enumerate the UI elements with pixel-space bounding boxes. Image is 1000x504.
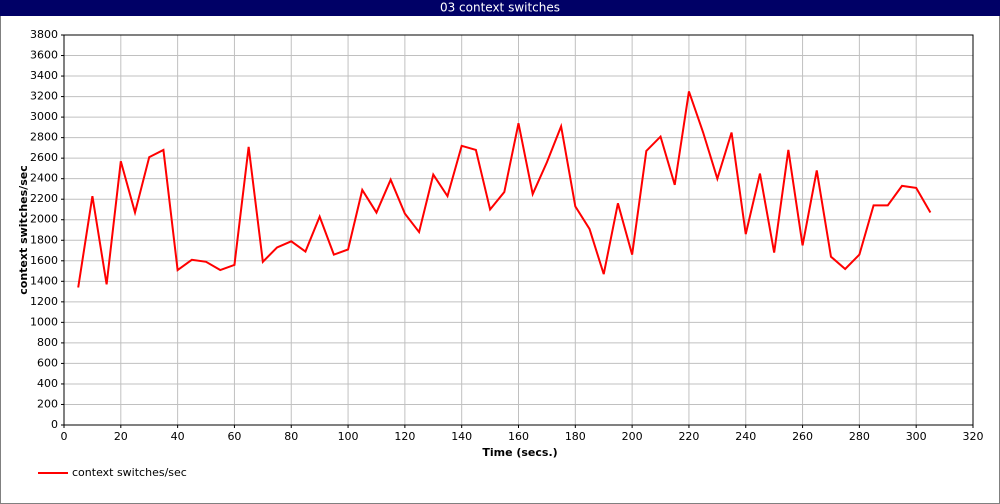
y-tick-label: 3800: [30, 28, 58, 41]
x-tick-label: 280: [849, 430, 870, 443]
x-tick-label: 100: [338, 430, 359, 443]
x-tick-label: 160: [508, 430, 529, 443]
x-tick-label: 0: [61, 430, 68, 443]
y-tick-label: 2600: [30, 151, 58, 164]
x-tick-label: 140: [451, 430, 472, 443]
y-tick-label: 400: [37, 377, 58, 390]
x-tick-label: 120: [394, 430, 415, 443]
legend-label: context switches/sec: [72, 466, 187, 479]
x-tick-label: 320: [963, 430, 984, 443]
x-tick-label: 60: [227, 430, 241, 443]
y-tick-label: 1600: [30, 254, 58, 267]
x-tick-label: 40: [171, 430, 185, 443]
x-tick-label: 20: [114, 430, 128, 443]
y-tick-label: 3000: [30, 110, 58, 123]
y-tick-label: 0: [51, 418, 58, 431]
y-tick-label: 600: [37, 356, 58, 369]
y-tick-label: 3400: [30, 69, 58, 82]
title-bar: [0, 0, 1000, 16]
plot-border: [63, 34, 974, 426]
x-tick-label: 80: [284, 430, 298, 443]
x-tick-label: 220: [678, 430, 699, 443]
y-axis-label: context switches/sec: [17, 165, 30, 294]
x-axis-label: Time (secs.): [482, 446, 557, 459]
x-tick-label: 260: [792, 430, 813, 443]
x-tick-label: 180: [565, 430, 586, 443]
y-tick-label: 1000: [30, 315, 58, 328]
chart-title: 03 context switches: [440, 1, 560, 15]
y-tick-label: 2200: [30, 192, 58, 205]
y-tick-label: 2000: [30, 213, 58, 226]
x-tick-label: 240: [735, 430, 756, 443]
y-tick-label: 2800: [30, 131, 58, 144]
x-tick-label: 300: [906, 430, 927, 443]
y-tick-label: 1200: [30, 295, 58, 308]
y-tick-label: 2400: [30, 172, 58, 185]
y-tick-label: 3200: [30, 90, 58, 103]
x-tick-label: 200: [622, 430, 643, 443]
y-tick-label: 200: [37, 397, 58, 410]
y-tick-label: 3600: [30, 49, 58, 62]
y-tick-label: 1800: [30, 233, 58, 246]
y-tick-label: 1400: [30, 274, 58, 287]
data-line: [77, 91, 932, 288]
y-tick-label: 800: [37, 336, 58, 349]
